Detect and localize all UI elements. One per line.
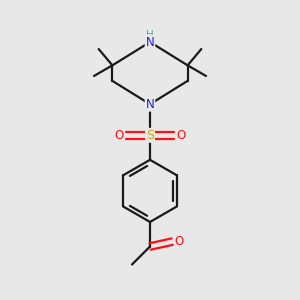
Text: N: N: [146, 98, 154, 111]
Text: O: O: [176, 129, 185, 142]
Text: O: O: [115, 129, 124, 142]
Text: N: N: [146, 35, 154, 49]
Text: S: S: [146, 129, 154, 142]
Text: O: O: [175, 235, 184, 248]
Text: H: H: [146, 30, 154, 40]
